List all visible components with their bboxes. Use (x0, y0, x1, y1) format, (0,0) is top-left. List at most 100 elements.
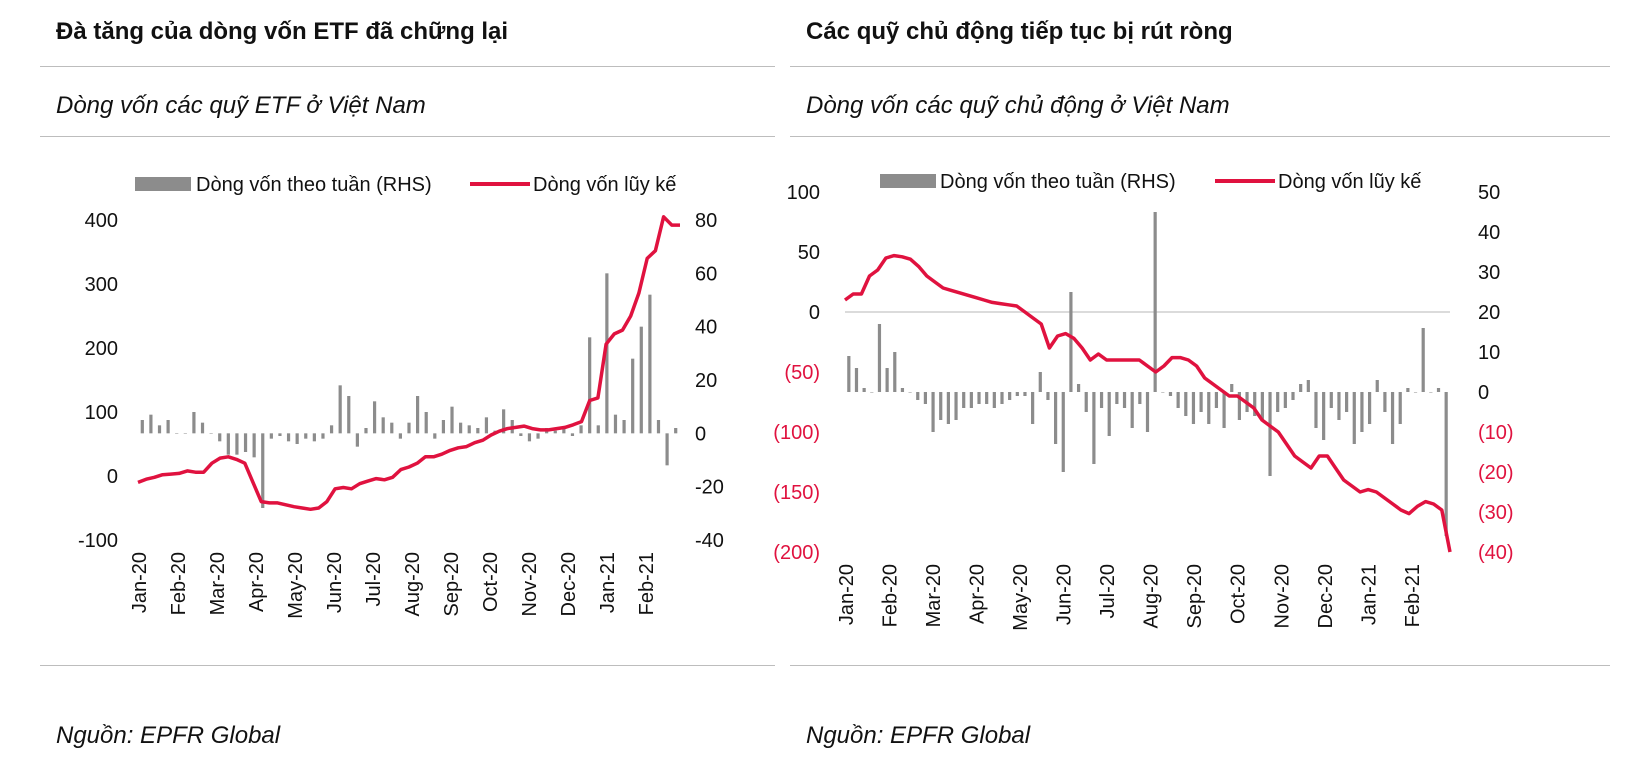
weekly-flow-bar (243, 433, 248, 452)
right-axis-tick-label: 40 (695, 317, 717, 339)
weekly-flow-bar (226, 433, 230, 455)
weekly-flow-bar (218, 433, 222, 442)
weekly-flow-bar (1031, 392, 1035, 424)
weekly-flow-bar (992, 392, 996, 408)
weekly-flow-bar (416, 396, 420, 434)
weekly-flow-bar (372, 401, 377, 434)
weekly-flow-bar (209, 433, 213, 434)
weekly-flow-bar (1153, 212, 1157, 392)
weekly-flow-bar (954, 392, 958, 420)
left-axis-tick-label: (150) (773, 482, 820, 504)
weekly-flow-bar (1145, 392, 1150, 432)
legend-bar-label: Dòng vốn theo tuần (RHS) (940, 171, 1176, 193)
right-axis-tick-label: -40 (695, 530, 724, 552)
weekly-flow-bar (1230, 384, 1234, 392)
weekly-flow-bar (977, 392, 981, 404)
weekly-flow-bar (1398, 392, 1402, 424)
weekly-flow-bar (192, 412, 196, 434)
weekly-flow-bar (1444, 392, 1448, 536)
weekly-flow-bar (665, 433, 669, 466)
weekly-flow-bar (1191, 392, 1196, 424)
weekly-flow-bar (1115, 392, 1119, 404)
weekly-flow-bar (562, 428, 566, 434)
weekly-flow-bar (1337, 392, 1341, 420)
weekly-flow-bar (969, 392, 973, 408)
weekly-flow-bar (1322, 392, 1326, 440)
weekly-flow-bar (1046, 392, 1050, 400)
left-axis-tick-label: 400 (85, 210, 118, 232)
left-axis-tick-label: (200) (773, 542, 820, 564)
weekly-flow-bar (877, 324, 882, 392)
weekly-flow-bar (605, 273, 609, 434)
x-axis-tick-label: Oct-20 (480, 552, 502, 612)
weekly-flow-bar (885, 368, 889, 392)
weekly-flow-bar (304, 433, 308, 439)
weekly-flow-bar (355, 433, 359, 447)
weekly-flow-bar (916, 392, 920, 400)
left-axis-tick-label: 50 (798, 242, 820, 264)
weekly-flow-bar (946, 392, 950, 424)
weekly-flow-bar (1214, 392, 1219, 408)
right-axis-tick-label: (10) (1478, 422, 1514, 444)
weekly-flow-bar (484, 417, 489, 434)
weekly-flow-bar (347, 396, 351, 434)
weekly-flow-bar (424, 412, 428, 434)
weekly-flow-bar (527, 433, 532, 442)
x-axis-tick-label: Aug-20 (402, 552, 424, 617)
weekly-flow-bar (286, 433, 291, 442)
legend-bar-label: Dòng vốn theo tuần (RHS) (196, 174, 432, 196)
weekly-flow-bar (200, 422, 205, 434)
divider (40, 136, 775, 137)
x-axis-tick-label: Dec-20 (558, 552, 580, 616)
weekly-flow-bar (1099, 392, 1104, 408)
weekly-flow-bar (588, 337, 592, 434)
weekly-flow-bar (433, 433, 437, 439)
weekly-flow-bar (1038, 372, 1042, 392)
weekly-flow-bar (1138, 392, 1142, 404)
weekly-flow-bar (1184, 392, 1188, 416)
weekly-flow-bar (157, 425, 162, 434)
x-axis-tick-label: Jul-20 (1097, 564, 1119, 618)
left-axis-tick-label: (100) (773, 422, 820, 444)
active-fund-flow-chart: Dòng vốn theo tuần (RHS) Dòng vốn lũy kế 1… (773, 171, 1514, 631)
weekly-flow-bar (923, 392, 928, 404)
weekly-flow-bar (149, 414, 153, 434)
weekly-flow-bar (1222, 392, 1226, 428)
weekly-flow-bar (900, 388, 905, 392)
weekly-flow-bar (1054, 392, 1058, 444)
weekly-flow-bar (269, 433, 273, 439)
x-axis-tick-label: Jun-20 (324, 552, 346, 613)
weekly-flow-bar (1107, 392, 1111, 436)
weekly-flow-bar (1413, 392, 1418, 393)
weekly-flow-bar (596, 425, 600, 434)
weekly-flow-bar (519, 433, 523, 436)
panel-title: Đà tăng của dòng vốn ETF đã chững lại (56, 18, 509, 45)
weekly-flow-bar (1383, 392, 1387, 412)
weekly-flow-bar (1207, 392, 1211, 424)
weekly-flow-bar (1237, 392, 1241, 420)
weekly-flow-bar (166, 420, 170, 434)
weekly-flow-bar (1176, 392, 1180, 408)
weekly-flow-bar (407, 422, 411, 434)
weekly-flow-bar (1061, 392, 1065, 472)
weekly-flow-bar (893, 352, 897, 392)
weekly-flow-bar (674, 428, 678, 434)
weekly-flow-bar (1345, 392, 1349, 412)
x-axis-tick-label: Jan-21 (1358, 564, 1380, 625)
weekly-flow-bar (398, 433, 402, 439)
right-axis-tick-label: (40) (1478, 542, 1514, 564)
divider (790, 665, 1610, 666)
weekly-flow-bar (1084, 392, 1088, 412)
x-axis-tick-label: Jul-20 (363, 552, 385, 606)
weekly-flow-bar (639, 326, 643, 434)
x-axis-tick-label: Mar-20 (923, 564, 945, 627)
left-axis-tick-label: (50) (784, 362, 820, 384)
weekly-flow-bar (870, 392, 874, 393)
weekly-flow-bar (1291, 392, 1295, 400)
x-axis-tick-label: Oct-20 (1228, 564, 1250, 624)
weekly-flow-bar (1023, 392, 1027, 396)
weekly-flow-bar (1367, 392, 1372, 424)
weekly-flow-bar (252, 433, 256, 458)
weekly-flow-bar (862, 388, 866, 392)
weekly-flow-bar (235, 433, 239, 455)
